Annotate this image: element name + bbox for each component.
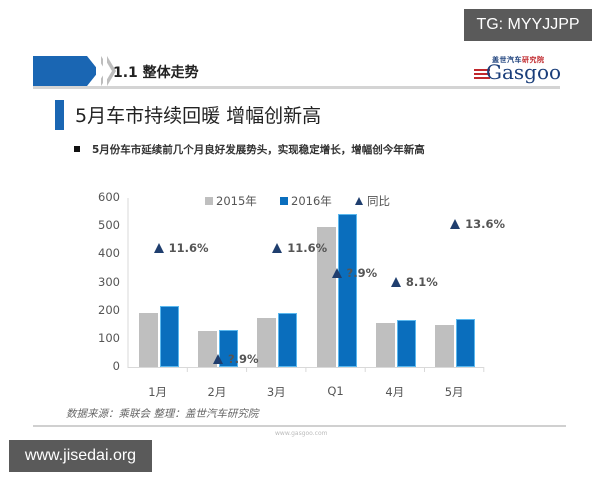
legend-item-yoy: 同比 bbox=[355, 193, 390, 209]
triangle-up-icon bbox=[153, 242, 164, 253]
bar-2016 bbox=[337, 214, 357, 367]
x-axis-label: 3月 bbox=[266, 385, 286, 399]
bar-2015 bbox=[138, 312, 158, 367]
watermark-site: www.jisedai.org bbox=[9, 440, 152, 472]
x-axis-label: 5月 bbox=[444, 385, 464, 399]
x-axis-label: 4月 bbox=[385, 385, 405, 399]
gasgoo-logo: 盖世汽车研究院 Gasgoo bbox=[470, 55, 562, 85]
y-tick-label: 100 bbox=[98, 330, 120, 345]
yoy-label: ?.9% bbox=[331, 266, 377, 280]
slide-title: 5月车市持续回暖 增幅创新高 bbox=[75, 105, 322, 127]
bar-2015 bbox=[435, 325, 455, 367]
header-divider bbox=[33, 86, 560, 89]
y-tick-label: 0 bbox=[112, 359, 120, 373]
logo-stripes-icon bbox=[474, 69, 490, 81]
legend-swatch-2015 bbox=[205, 197, 213, 205]
triangle-up-icon bbox=[272, 242, 283, 253]
yoy-label: 11.6% bbox=[153, 241, 209, 255]
y-tick-label: 500 bbox=[98, 218, 120, 233]
triangle-up-icon bbox=[331, 268, 342, 279]
bar-2016 bbox=[159, 306, 179, 367]
y-tick-label: 300 bbox=[98, 274, 120, 289]
bar-2015 bbox=[316, 227, 336, 367]
bar-2015 bbox=[375, 323, 395, 367]
triangle-up-icon bbox=[390, 276, 401, 287]
legend-item-2016: 2016年 bbox=[280, 193, 332, 209]
triangle-up-icon bbox=[212, 353, 223, 364]
yoy-label: 13.6% bbox=[450, 217, 505, 231]
x-axis-label: Q1 bbox=[327, 384, 344, 398]
footer-url: www.gasgoo.com bbox=[275, 430, 328, 437]
x-axis-label: 2月 bbox=[207, 385, 227, 399]
yoy-label: 8.1% bbox=[390, 275, 438, 289]
bar-2016 bbox=[218, 330, 238, 367]
bar-2016 bbox=[456, 319, 476, 367]
yoy-label: 11.6% bbox=[272, 241, 327, 255]
bar-2015 bbox=[197, 330, 217, 367]
title-accent-bar bbox=[55, 100, 64, 130]
bullet-text: 5月份车市延续前几个月良好发展势头，实现稳定增长，增幅创今年新高 bbox=[92, 144, 425, 156]
legend-swatch-2016 bbox=[280, 197, 288, 205]
y-tick-label: 200 bbox=[98, 302, 120, 317]
y-tick-label: 600 bbox=[98, 190, 120, 204]
data-source: 数据来源：乘联会 整理：盖世汽车研究院 bbox=[66, 408, 259, 420]
x-axis-label: 1月 bbox=[148, 385, 168, 399]
triangle-icon bbox=[355, 197, 363, 205]
logo-wordmark: Gasgoo bbox=[486, 60, 562, 84]
watermark-tg: TG: MYYJJPP bbox=[464, 9, 592, 41]
footer-divider bbox=[33, 425, 566, 427]
bar-2016 bbox=[278, 312, 298, 367]
yoy-label: ?.9% bbox=[212, 352, 259, 366]
bar-2016 bbox=[396, 319, 416, 367]
bullet-icon bbox=[74, 146, 80, 152]
bar-2015 bbox=[257, 317, 277, 367]
section-title: 1.1 整体走势 bbox=[113, 65, 199, 81]
y-tick-label: 400 bbox=[98, 246, 120, 261]
chevron-gap bbox=[96, 56, 106, 86]
legend-item-2015: 2015年 bbox=[205, 193, 257, 209]
chevron-gap bbox=[103, 56, 112, 86]
logo-subtitle: 盖世汽车研究院 bbox=[492, 56, 545, 64]
triangle-up-icon bbox=[450, 218, 461, 229]
